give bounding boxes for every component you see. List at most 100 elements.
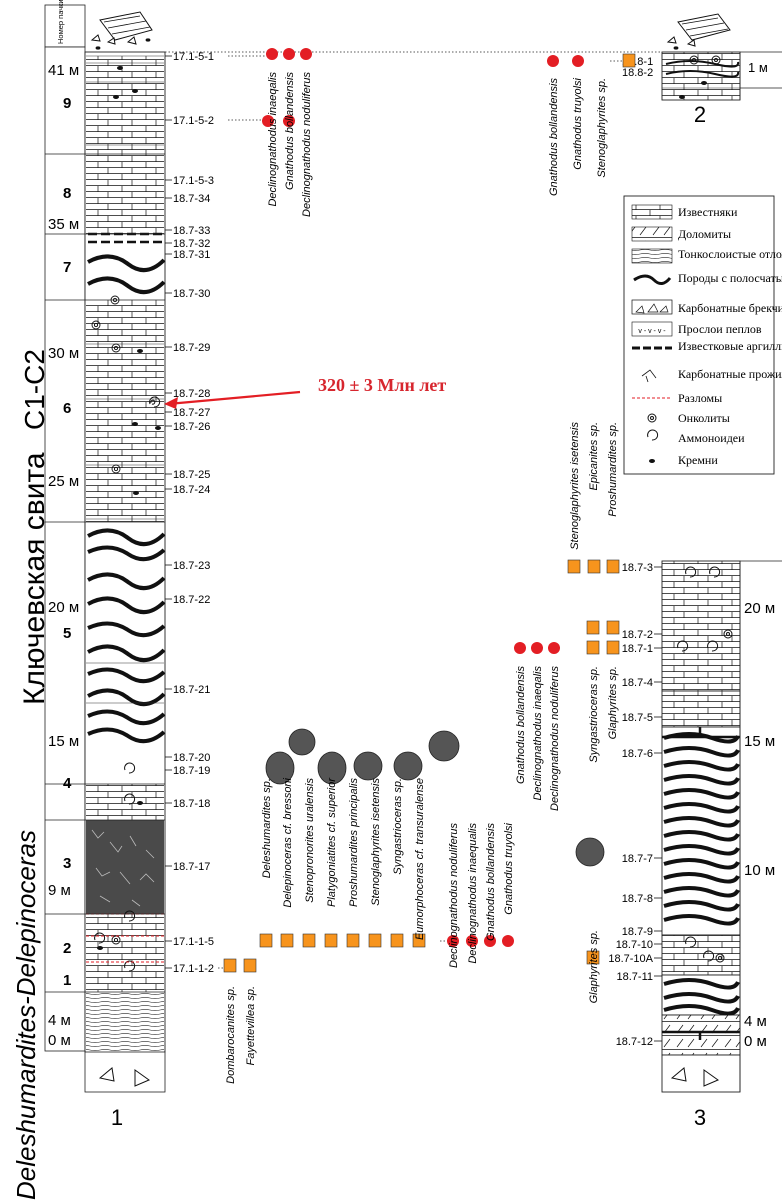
taxon-name: Declinognathodus noduliferus <box>448 823 460 968</box>
taxon-name: Stenopronorites uralensis <box>304 778 316 903</box>
sample-label: 18.7-6 <box>622 748 653 760</box>
taxon-name: Declinognathodus inaeqalis <box>532 666 544 801</box>
meter-label: 15 м <box>744 733 775 750</box>
breccia-header-icon-col2 <box>666 13 731 50</box>
sample-label: 17.1-5-1 <box>173 51 214 63</box>
sample-label: 18.7-25 <box>173 469 210 481</box>
taxon-name: Gnathodus bollandensis <box>284 72 296 191</box>
unit-number: 3 <box>63 855 71 872</box>
conodont-marker <box>266 48 278 60</box>
taxon-name: Fayettevillea sp. <box>245 986 257 1065</box>
sample-label: 18.7-17 <box>173 861 210 873</box>
unit-boundaries-col1 <box>45 153 165 993</box>
unit-number: 7 <box>63 259 71 276</box>
sample-label: 18.7-22 <box>173 594 210 606</box>
conodont-marker <box>548 642 560 654</box>
taxon-name: Dombarocanites sp. <box>225 986 237 1084</box>
conodont-marker <box>283 48 295 60</box>
sample-label: 18.7-27 <box>173 407 210 419</box>
sample-label: 18.7-34 <box>173 193 210 205</box>
legend-oncolites: Онколиты <box>678 411 730 425</box>
taxon-name: Gnathodus truyolsi <box>572 77 584 169</box>
sample-label: 18.7-1 <box>622 643 653 655</box>
taxon-name: Stenoglaphyrites sp. <box>596 78 608 178</box>
breccia-veins-col1 <box>91 829 155 907</box>
ammonoid-marker <box>412 933 426 948</box>
taxon-name: Gnathodus truyolsi <box>503 822 515 914</box>
ammonoid-marker <box>243 958 257 973</box>
ammonoid-marker <box>368 933 382 948</box>
ammonoid-marker <box>587 559 601 574</box>
legend-veins: Карбонатные прожилки <box>678 367 782 381</box>
sample-label: 18.7-12 <box>616 1036 653 1048</box>
conodont-marker <box>531 642 543 654</box>
conodont-marker <box>283 115 295 127</box>
chert-symbols-col1 <box>97 66 161 950</box>
legend-ash: Прослои пеплов <box>678 322 762 336</box>
conodont-marker <box>466 935 478 947</box>
sample-label: 18.7-30 <box>173 288 210 300</box>
ammonoid-marker <box>606 640 620 655</box>
meter-label: 41 м <box>48 62 79 79</box>
meter-label: 10 м <box>744 862 775 879</box>
ammonoid-marker <box>259 933 273 948</box>
taxon-name: Gnathodus bollandensis <box>515 666 527 785</box>
conodont-marker <box>547 55 559 67</box>
unit-number: 6 <box>63 400 71 417</box>
ammonoid-marker <box>606 620 620 635</box>
sample-label: 18.7-28 <box>173 388 210 400</box>
sample-label: 17.1-5-2 <box>173 115 214 127</box>
sample-label: 18.7-21 <box>173 684 210 696</box>
banded-layers-col1 <box>87 254 166 744</box>
age-label: C1-C2 <box>19 349 50 430</box>
meter-label: 30 м <box>48 345 79 362</box>
ammonoid-marker <box>346 933 360 948</box>
taxon-name: Delepinoceras cf. bressoni <box>282 777 294 907</box>
sample-label: 18.7-2 <box>622 629 653 641</box>
unit-number: 9 <box>63 95 71 112</box>
taxon-name: Gnathodus bollandensis <box>548 78 560 197</box>
ammonoid-marker <box>586 950 600 965</box>
ammonoid-marker <box>390 933 404 948</box>
ammonoid-marker <box>586 640 600 655</box>
taxon-name: Proshumardites sp. <box>607 422 619 517</box>
conodont-marker <box>262 115 274 127</box>
sample-label: 18.7-20 <box>173 752 210 764</box>
column-2-label: 2 <box>694 102 706 127</box>
meter-label: 25 м <box>48 473 79 490</box>
ammonoid-marker <box>223 958 237 973</box>
conodont-marker <box>484 935 496 947</box>
sample-label: 18.7-4 <box>622 677 653 689</box>
ammonoid-marker <box>302 933 316 948</box>
sample-label: 18.7-32 <box>173 238 210 250</box>
taxon-name: Gnathodus bollandensis <box>485 823 497 942</box>
meter-label: 0 м <box>744 1033 767 1050</box>
legend-banded: Породы с полосчатыми текстурами <box>678 271 782 285</box>
meter-label: 20 м <box>48 599 79 616</box>
date-label: 320 ± 3 Млн лет <box>318 375 446 395</box>
taxon-name: Declinognathodus noduliferus <box>549 666 561 811</box>
ammonoid-marker <box>280 933 294 948</box>
conodont-marker <box>572 55 584 67</box>
unit-number: 2 <box>63 940 71 957</box>
taxon-name: Syngastrioceras sp. <box>392 778 404 875</box>
column-1-label: 1 <box>111 1105 123 1130</box>
taxon-name: Proshumardites principalis <box>348 778 360 907</box>
meter-label: 15 м <box>48 733 79 750</box>
ammonoid-marker <box>622 53 636 68</box>
taxon-name: Declinognathodus inaeqalis <box>267 72 279 207</box>
ammonoid-marker <box>567 559 581 574</box>
meter-label: 20 м <box>744 600 775 617</box>
conodont-marker <box>502 935 514 947</box>
meter-label: 4 м <box>48 1012 71 1029</box>
ammonoid-marker <box>606 559 620 574</box>
taxon-name: Glaphyrites sp. <box>588 930 600 1003</box>
sample-label: 17.1-5-3 <box>173 175 214 187</box>
sample-label: 17.1-1-5 <box>173 936 214 948</box>
ammonoid-marker <box>324 933 338 948</box>
column-header-label: Номер пачки, мощность <box>56 0 65 44</box>
ammonoid-marker <box>586 620 600 635</box>
legend-limestone: Известняки <box>678 205 738 219</box>
conodont-marker <box>514 642 526 654</box>
